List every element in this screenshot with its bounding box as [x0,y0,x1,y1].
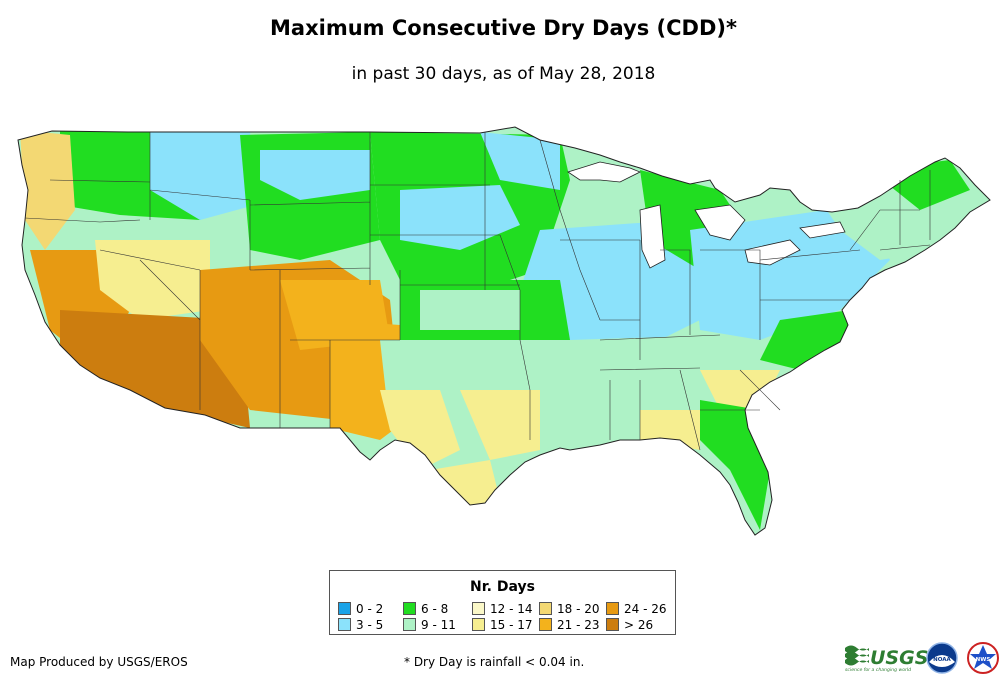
legend-swatch [338,602,351,615]
legend-label: 3 - 5 [356,618,384,632]
usgs-wave-icon [845,645,869,666]
legend-item: 0 - 2 [338,602,383,616]
legend-label: 15 - 17 [490,618,533,632]
state-boundaries [24,132,931,451]
usgs-logo-text: USGS [870,647,928,669]
legend-swatch [539,618,552,631]
legend-label: 0 - 2 [356,602,384,616]
legend-swatch [472,618,485,631]
legend-item: 18 - 20 [539,602,600,616]
map-subtitle: in past 30 days, as of May 28, 2018 [351,64,656,84]
legend-label: 24 - 26 [624,602,667,616]
legend-swatch [472,602,485,615]
cdd-zones [20,130,990,530]
legend-swatch [403,602,416,615]
agency-logos: USGS science for a changing world NOAA N… [845,642,999,674]
legend-item: 6 - 8 [403,602,448,616]
usgs-tagline: science for a changing world [845,667,911,673]
legend-swatch [606,602,619,615]
nws-logo-text: NWS [976,657,991,663]
dry-day-footnote: * Dry Day is rainfall < 0.04 in. [404,655,585,669]
legend-label: 21 - 23 [557,618,600,632]
legend-item: 3 - 5 [338,618,383,632]
map-title: Maximum Consecutive Dry Days (CDD)* [270,16,737,40]
nws-logo: NWS [967,642,999,674]
map-credit: Map Produced by USGS/EROS [10,655,188,669]
great-lakes [567,161,846,269]
legend-item: 9 - 11 [403,618,456,632]
legend-panel: Nr. Days 0 - 2 3 - 5 6 - 8 9 - 11 12 - 1… [329,570,676,635]
legend-title: Nr. Days [470,579,535,595]
noaa-logo-text: NOAA [933,657,951,663]
legend-swatch [606,618,619,631]
legend-item: 12 - 14 [472,602,533,616]
conus-cdd-map [17,126,991,536]
legend-label: 9 - 11 [421,618,456,632]
legend-swatch [403,618,416,631]
legend-label: 6 - 8 [421,602,449,616]
legend-item: 15 - 17 [472,618,533,632]
legend-label: 18 - 20 [557,602,600,616]
legend-item: 24 - 26 [606,602,667,616]
legend-swatch [338,618,351,631]
noaa-logo: NOAA [926,642,958,674]
legend-swatch [539,602,552,615]
legend-label: > 26 [624,618,654,632]
legend-item: > 26 [606,618,653,632]
legend-label: 12 - 14 [490,602,533,616]
usgs-logo: USGS science for a changing world [845,645,928,673]
legend-item: 21 - 23 [539,618,600,632]
